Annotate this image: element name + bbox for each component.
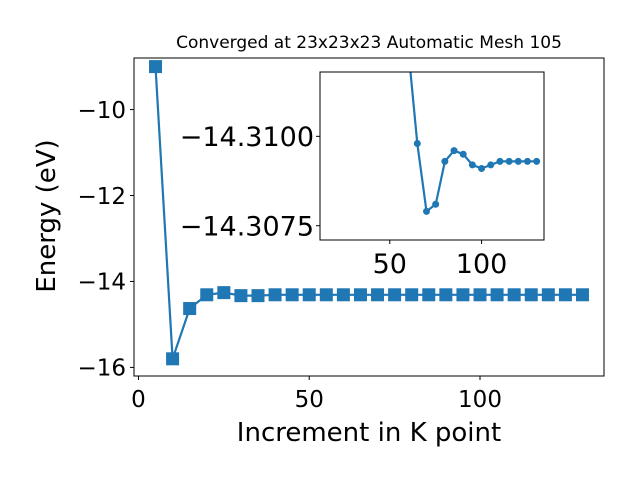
inset-x-tick-label: 100 [456, 249, 508, 280]
main-x-tick-label: 50 [295, 387, 324, 413]
main-data-point [149, 60, 163, 74]
inset-x-tick-label: 50 [373, 249, 407, 280]
main-data-point [371, 288, 385, 302]
inset-chart: 50 100 −14.3100 −14.3075 [180, 71, 545, 280]
main-data-point [217, 286, 231, 300]
main-y-tick-label: −14 [77, 270, 126, 296]
inset-data-point [441, 157, 449, 165]
chart-title: Converged at 23x23x23 Automatic Mesh 105 [176, 33, 562, 53]
main-data-point [251, 289, 265, 303]
main-data-point [353, 288, 367, 302]
main-data-point [388, 288, 402, 302]
main-y-tick-label: −10 [77, 98, 126, 124]
inset-data-point [422, 207, 430, 215]
inset-data-point [478, 165, 486, 173]
main-series [149, 60, 589, 366]
main-chart: Converged at 23x23x23 Automatic Mesh 105… [32, 33, 605, 448]
main-x-tick-label: 100 [458, 387, 502, 413]
inset-series [409, 72, 541, 215]
main-data-point [507, 288, 521, 302]
main-data-point [268, 288, 282, 302]
main-data-point [183, 302, 197, 316]
main-x-tick-label: 0 [131, 387, 146, 413]
y-axis-label: Energy (eV) [32, 139, 62, 292]
inset-data-point [533, 157, 541, 165]
inset-y-tick-label: −14.3075 [180, 211, 314, 242]
main-data-point [166, 352, 180, 366]
inset-data-point [523, 157, 531, 165]
main-data-point [490, 288, 504, 302]
main-y-tick-label: −16 [77, 356, 126, 382]
main-data-point [575, 288, 589, 302]
inset-data-point [432, 200, 440, 208]
inset-data-point [468, 161, 476, 169]
inset-data-point [505, 157, 513, 165]
inset-data-point [413, 139, 421, 147]
inset-background [320, 72, 544, 240]
main-data-point [456, 288, 470, 302]
inset-data-point [450, 147, 458, 155]
main-data-point [439, 288, 453, 302]
main-data-point [422, 288, 436, 302]
main-y-tick-label: −12 [77, 184, 126, 210]
inset-data-point [496, 157, 504, 165]
main-data-point [302, 288, 316, 302]
main-data-point [319, 288, 333, 302]
main-data-point [234, 289, 248, 303]
inset-ticks: 50 100 −14.3100 −14.3075 [180, 122, 508, 280]
main-data-point [473, 288, 487, 302]
main-data-point [558, 288, 572, 302]
main-data-point [541, 288, 555, 302]
x-axis-label: Increment in K point [237, 418, 501, 448]
main-data-point [336, 288, 350, 302]
inset-data-point [459, 150, 467, 158]
main-data-point [524, 288, 538, 302]
inset-y-tick-label: −14.3100 [180, 122, 314, 153]
main-data-point [200, 288, 214, 302]
main-ticks: 0 50 100 −16 −14 −12 −10 [77, 98, 502, 413]
main-data-point [285, 288, 299, 302]
main-axes-frame [133, 57, 605, 377]
inset-data-point [487, 161, 495, 169]
inset-data-point [514, 157, 522, 165]
inset-axes-frame [319, 71, 545, 241]
main-data-point [405, 288, 419, 302]
